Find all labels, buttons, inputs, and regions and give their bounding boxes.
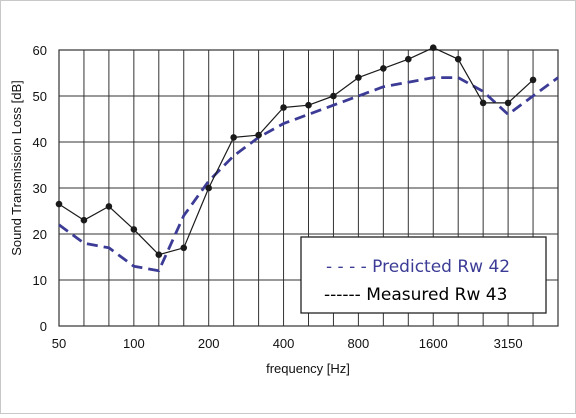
legend: - - - - Predicted Rw 42 ------ Measured … — [300, 236, 547, 314]
measured-data-point — [105, 203, 113, 210]
x-tick-label: 3150 — [494, 336, 523, 351]
x-tick-labels: 50 100 200 400 800 1600 3150 — [52, 336, 523, 351]
x-tick-label: 800 — [348, 336, 370, 351]
y-tick-label: 50 — [33, 89, 47, 104]
x-tick-label: 50 — [52, 336, 66, 351]
y-axis-label: Sound Transmission Loss [dB] — [9, 80, 24, 256]
x-axis-label: frequency [Hz] — [266, 361, 350, 376]
measured-data-point — [55, 200, 63, 208]
measured-data-point — [504, 99, 512, 107]
legend-box — [300, 236, 547, 314]
measured-data-point — [130, 226, 138, 233]
legend-entry-measured: ------ Measured Rw 43 — [324, 285, 507, 305]
measured-data-point — [330, 92, 337, 100]
x-tick-label: 1600 — [419, 336, 448, 351]
y-tick-labels: 0 10 20 30 40 50 60 — [33, 43, 47, 334]
y-tick-label: 0 — [40, 319, 47, 334]
measured-series-line — [58, 47, 534, 256]
x-tick-label: 400 — [273, 336, 295, 351]
measured-data-point — [205, 184, 212, 192]
y-tick-label: 20 — [33, 227, 47, 242]
measured-data-point — [479, 99, 487, 107]
measured-data-point — [230, 134, 237, 141]
predicted-series-line — [58, 76, 559, 273]
measured-data-point — [305, 101, 312, 109]
measured-data-point — [355, 74, 362, 81]
measured-data-point — [155, 251, 163, 258]
y-tick-label: 60 — [33, 43, 47, 58]
measured-data-point — [454, 55, 462, 63]
measured-data-point — [405, 55, 412, 63]
measured-data-point — [529, 76, 537, 84]
y-tick-label: 30 — [33, 181, 47, 196]
measured-data-point — [80, 216, 88, 224]
series-layer — [55, 44, 559, 273]
measured-data-point — [255, 131, 262, 139]
measured-data-point — [429, 44, 437, 51]
legend-entry-predicted: - - - - Predicted Rw 42 — [326, 257, 510, 277]
x-tick-label: 200 — [198, 336, 220, 351]
y-tick-label: 40 — [33, 135, 47, 150]
measured-data-point — [280, 104, 287, 111]
measured-data-point — [380, 65, 387, 72]
measured-data-point — [180, 244, 188, 252]
x-tick-label: 100 — [123, 336, 145, 351]
y-tick-label: 10 — [33, 273, 47, 288]
